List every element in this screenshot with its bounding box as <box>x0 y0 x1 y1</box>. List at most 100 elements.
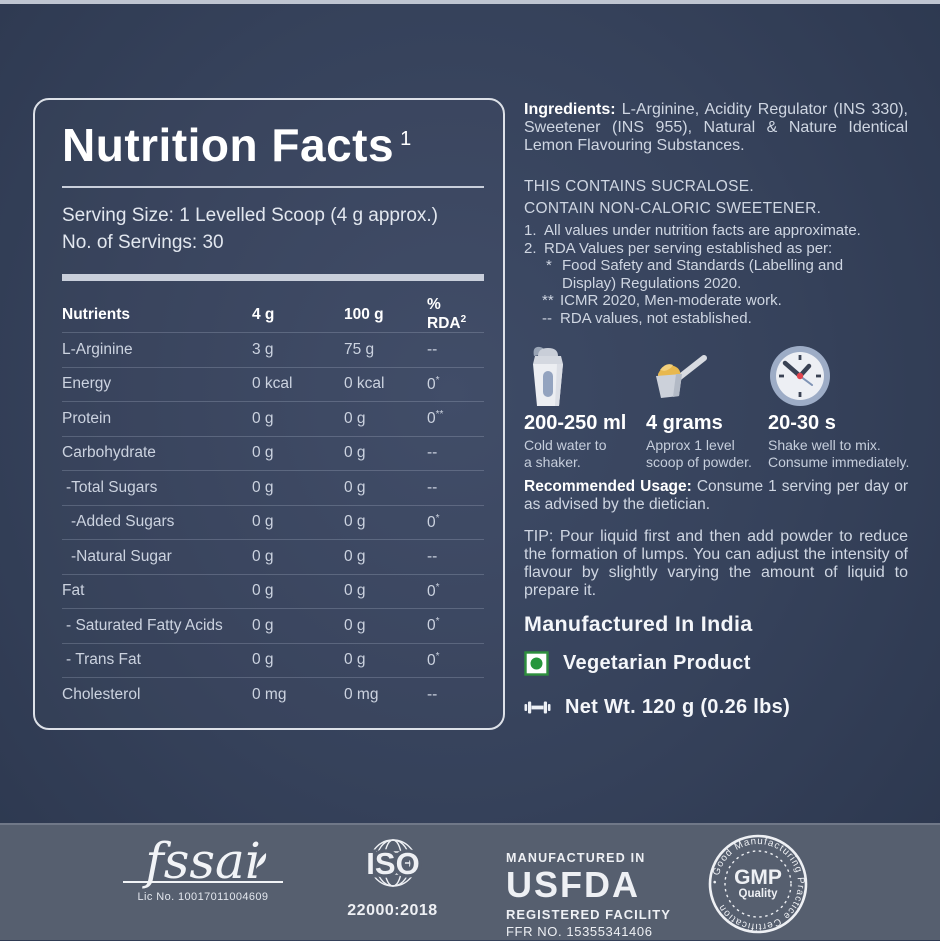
servings-count: No. of Servings: 30 <box>62 232 224 253</box>
table-cell: 0 kcal <box>344 375 385 393</box>
footnote-1: 1. All values under nutrition facts are … <box>524 222 908 240</box>
nutrition-facts-panel: Nutrition Facts 1 Serving Size: 1 Levelle… <box>33 98 505 730</box>
table-cell: Protein <box>62 409 112 427</box>
header-per-serving: 4 g <box>252 305 275 323</box>
table-row: - Saturated Fatty Acids 0 g 0 g 0* <box>62 609 484 644</box>
table-row: -Added Sugars 0 g 0 g 0* <box>62 506 484 540</box>
table-cell: 0* <box>427 374 440 393</box>
footnote-marker: ** <box>542 292 554 309</box>
shake-desc: Shake well to mix. Consume immediately. <box>768 437 910 470</box>
usfda-ffr-number: FFR NO. 15355341406 <box>506 924 653 939</box>
table-row: L-Arginine 3 g 75 g -- <box>62 333 484 368</box>
footnote-2a: * Food Safety and Standards (Labelling a… <box>524 257 864 292</box>
table-cell: -- <box>427 478 438 496</box>
table-cell: -- <box>427 686 438 704</box>
table-cell: 0 g <box>252 478 274 496</box>
iso-standard-number: 22000:2018 <box>347 902 438 919</box>
table-cell: 0 g <box>252 582 274 600</box>
serving-size: Serving Size: 1 Levelled Scoop (4 g appr… <box>62 205 438 226</box>
certifications-footer: fssai Lic No. 10017011004609 ISO <box>0 823 940 940</box>
table-cell: 0 g <box>252 409 274 427</box>
table-cell: 0 g <box>344 478 366 496</box>
fssai-badge: fssai Lic No. 10017011004609 <box>118 833 288 903</box>
title-text: Nutrition Facts <box>62 119 395 171</box>
table-cell: 0 g <box>252 444 274 462</box>
table-top-bar <box>62 274 484 281</box>
clock-icon <box>768 336 918 408</box>
net-weight-label: Net Wt. 120 g (0.26 lbs) <box>565 696 791 718</box>
usfda-line2: REGISTERED FACILITY <box>506 907 671 922</box>
footnote-marker: * <box>546 257 552 274</box>
table-cell: 0 g <box>344 444 366 462</box>
table-cell: 0* <box>427 616 440 635</box>
table-cell: -Natural Sugar <box>71 547 172 565</box>
table-cell: 3 g <box>252 340 274 358</box>
table-cell: 0 g <box>344 513 366 531</box>
table-cell: L-Arginine <box>62 340 133 358</box>
veg-mark-icon <box>524 651 549 676</box>
rda-footnote-marker: 2 <box>460 314 467 325</box>
contains-statements: THIS CONTAINS SUCRALOSE. CONTAIN NON-CAL… <box>524 176 821 219</box>
table-cell: 0 g <box>344 409 366 427</box>
footnotes-list: 1. All values under nutrition facts are … <box>524 222 908 327</box>
vegetarian-row: Vegetarian Product <box>524 651 751 676</box>
table-row: -Natural Sugar 0 g 0 g -- <box>62 540 484 575</box>
vegetarian-label: Vegetarian Product <box>563 652 751 674</box>
footnote-number: 1. <box>524 222 537 239</box>
water-amount: 200-250 ml <box>524 412 627 434</box>
footnote-text: RDA values, not established. <box>560 309 752 327</box>
table-cell: 75 g <box>344 340 375 358</box>
made-in-india-label: Manufactured In India <box>524 612 753 636</box>
fssai-wordmark: fssai <box>145 832 261 890</box>
footnote-2: 2. RDA Values per serving established as… <box>524 240 908 258</box>
top-edge-strip <box>0 0 940 4</box>
footnote-text: All values under nutrition facts are app… <box>544 222 861 239</box>
recommended-usage-label: Recommended Usage: <box>524 478 692 495</box>
header-nutrients: Nutrients <box>62 305 131 323</box>
table-row: -Total Sugars 0 g 0 g -- <box>62 471 484 506</box>
table-cell: -Added Sugars <box>71 513 175 531</box>
gmp-quality-label: Quality <box>739 888 779 900</box>
table-row: Fat 0 g 0 g 0* <box>62 575 484 609</box>
table-cell: -Total Sugars <box>66 478 158 496</box>
scoop-icon <box>646 336 764 408</box>
table-cell: 0 g <box>252 651 274 669</box>
table-cell: 0 g <box>344 651 366 669</box>
usage-step-powder: 4 grams Approx 1 level scoop of powder. <box>646 336 764 471</box>
title-footnote-marker: 1 <box>400 127 412 150</box>
header-per-100g: 100 g <box>344 305 384 323</box>
iso-globe-icon: ISO <box>351 839 435 899</box>
footnote-text: RDA Values per serving established as pe… <box>544 239 833 257</box>
table-cell: 0 g <box>344 582 366 600</box>
table-cell: -- <box>427 444 438 462</box>
gmp-dotted-ring <box>724 850 792 918</box>
footnote-2b: ** ICMR 2020, Men-moderate work. <box>524 292 908 310</box>
powder-amount: 4 grams <box>646 412 723 434</box>
table-cell: 0 mg <box>252 686 287 704</box>
table-cell: 0 g <box>252 616 274 634</box>
powder-desc: Approx 1 level scoop of powder. <box>646 437 752 470</box>
contains-line-2: CONTAIN NON-CALORIC SWEETENER. <box>524 199 822 217</box>
footnote-text: ICMR 2020, Men-moderate work. <box>560 292 782 309</box>
shake-time: 20-30 s <box>768 412 836 434</box>
table-row: Cholesterol 0 mg 0 mg -- <box>62 678 484 713</box>
table-cell: Cholesterol <box>62 686 141 704</box>
table-cell: 0 g <box>252 547 274 565</box>
footnote-marker: -- <box>542 309 552 327</box>
table-cell: - Saturated Fatty Acids <box>66 616 223 634</box>
ingredients-label: Ingredients: <box>524 101 616 118</box>
table-cell: -- <box>427 547 438 565</box>
usfda-badge: MANUFACTURED IN USFDA REGISTERED FACILIT… <box>506 851 676 939</box>
serving-info: Serving Size: 1 Levelled Scoop (4 g appr… <box>62 202 492 256</box>
title-divider <box>62 186 484 188</box>
recommended-usage-paragraph: Recommended Usage: Consume 1 serving per… <box>524 478 908 514</box>
iso-badge: ISO 22000:2018 <box>340 837 445 920</box>
ingredients-text: L-Arginine, Acidity Regulator (INS 330),… <box>524 101 908 154</box>
shaker-icon <box>524 336 642 408</box>
table-cell: 0** <box>427 409 444 428</box>
footnote-text: Food Safety and Standards (Labelling and… <box>562 257 844 292</box>
gmp-badge: • Good Manufacturing Practice Certificat… <box>706 832 810 941</box>
table-cell: 0 g <box>344 547 366 565</box>
net-weight-row: Net Wt. 120 g (0.26 lbs) <box>524 696 790 719</box>
dumbbell-icon <box>524 700 551 715</box>
